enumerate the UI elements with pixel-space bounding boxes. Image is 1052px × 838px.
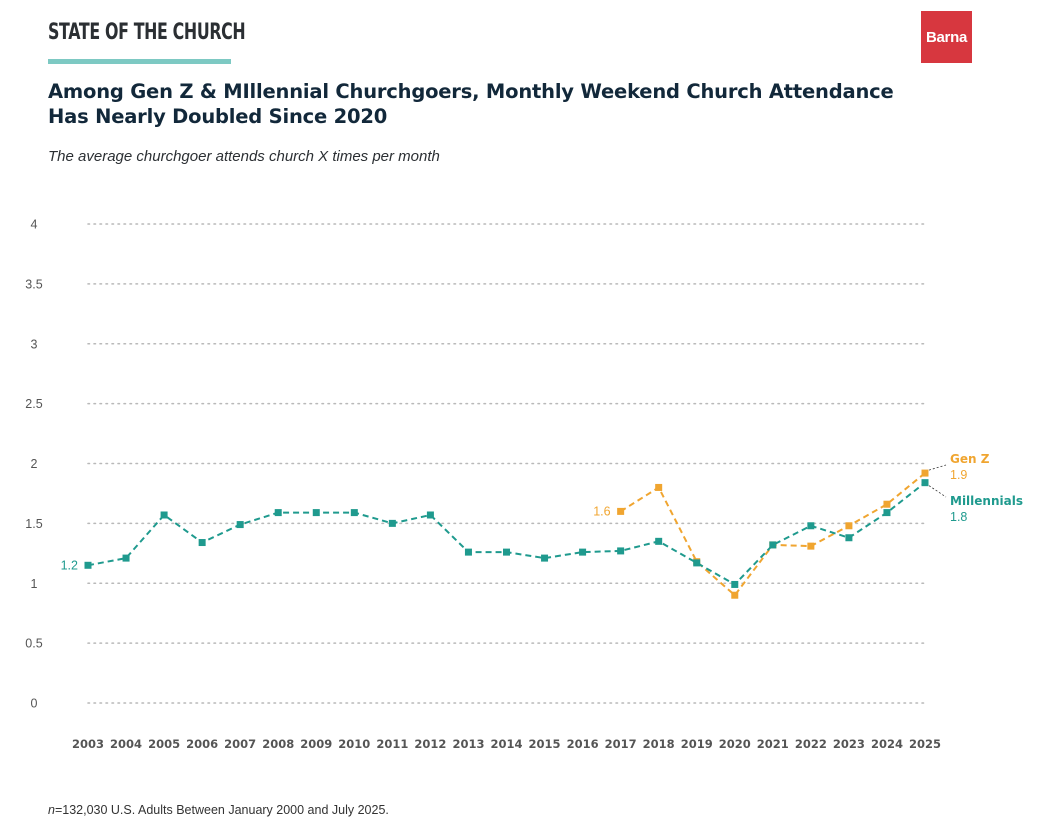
x-tick-label: 2018	[643, 737, 675, 751]
millennials-data-point	[807, 522, 815, 530]
footnote-n: n	[48, 803, 55, 817]
x-tick-label: 2016	[567, 737, 599, 751]
y-tick-label: 4	[31, 218, 38, 232]
y-tick-label: 2	[31, 457, 38, 471]
millennials-data-point	[503, 548, 510, 556]
gen-z-series-line	[620, 472, 926, 597]
x-tick-label: 2008	[262, 737, 294, 751]
x-tick-label: 2014	[490, 737, 522, 751]
genz-legend-name: Gen Z	[950, 452, 990, 466]
millennials-data-point	[236, 521, 244, 529]
x-tick-label: 2020	[719, 737, 751, 751]
millennials-leader-line	[928, 485, 947, 498]
x-tick-label: 2003	[72, 737, 104, 751]
x-tick-label: 2010	[338, 737, 370, 751]
headline-line-2: Has Nearly Doubled Since 2020	[48, 105, 388, 128]
x-tick-label: 2015	[529, 737, 561, 751]
millennials-data-point	[160, 511, 168, 519]
millennials-data-point	[312, 509, 320, 517]
millennials-data-point	[579, 548, 587, 556]
x-tick-label: 2011	[376, 737, 408, 751]
gen-z-data-point	[921, 469, 929, 477]
x-tick-label: 2021	[757, 737, 789, 751]
millennials-start-label: 1.2	[61, 558, 78, 572]
chart-subtitle: The average churchgoer attends church X …	[48, 148, 440, 165]
x-tick-label: 2012	[414, 737, 446, 751]
y-tick-label: 1.5	[25, 517, 42, 531]
x-tick-label: 2025	[909, 737, 941, 751]
gen-z-data-point	[655, 483, 663, 491]
x-tick-label: 2004	[110, 737, 142, 751]
x-tick-label: 2013	[452, 737, 484, 751]
x-tick-label: 2022	[795, 737, 827, 751]
barna-logo: Barna	[921, 11, 972, 63]
brand-title: STATE OF THE CHURCH	[48, 20, 246, 45]
millennials-data-point	[198, 539, 206, 547]
millennials-data-point	[464, 548, 472, 556]
y-tick-label: 2.5	[25, 397, 42, 411]
millennials-data-point	[274, 509, 282, 517]
x-tick-label: 2023	[833, 737, 865, 751]
genz-leader-line	[928, 464, 947, 471]
millennials-end-value: 1.8	[950, 510, 967, 524]
millennials-data-point	[617, 547, 625, 555]
millennials-series-line	[87, 481, 926, 586]
millennials-data-point	[883, 509, 891, 517]
y-tick-label: 0.5	[25, 637, 42, 651]
footnote: n=132,030 U.S. Adults Between January 20…	[48, 803, 389, 817]
millennials-data-point	[845, 534, 853, 542]
millennials-data-point	[693, 559, 701, 567]
millennials-data-point	[921, 479, 929, 487]
y-tick-label: 3	[31, 337, 38, 351]
x-tick-label: 2007	[224, 737, 256, 751]
gen-z-data-point	[845, 522, 853, 530]
millennials-legend-name: Millennials	[950, 494, 1023, 508]
millennials-data-point	[731, 580, 739, 588]
gen-z-data-point	[731, 591, 739, 599]
genz-start-label: 1.6	[593, 504, 610, 518]
millennials-data-point	[769, 541, 777, 549]
gen-z-data-point	[617, 507, 625, 515]
millennials-data-point	[655, 537, 663, 545]
millennials-data-point	[122, 554, 130, 562]
y-tick-label: 3.5	[25, 277, 42, 291]
chart-headline: Among Gen Z & MIllennial Churchgoers, Mo…	[48, 79, 908, 129]
brand-rule	[48, 59, 231, 64]
headline-line-1: Among Gen Z & MIllennial Churchgoers, Mo…	[48, 80, 894, 103]
x-tick-label: 2009	[300, 737, 332, 751]
x-tick-label: 2017	[605, 737, 637, 751]
x-tick-label: 2005	[148, 737, 180, 751]
millennials-data-point	[350, 509, 358, 517]
y-tick-label: 0	[31, 697, 38, 711]
x-tick-label: 2006	[186, 737, 218, 751]
footnote-text: =132,030 U.S. Adults Between January 200…	[54, 803, 389, 817]
millennials-data-point	[541, 554, 549, 562]
gen-z-data-point	[883, 500, 891, 508]
x-tick-label: 2019	[681, 737, 713, 751]
gen-z-data-point	[807, 542, 815, 550]
x-tick-label: 2024	[871, 737, 903, 751]
millennials-data-point	[388, 519, 396, 527]
genz-end-value: 1.9	[950, 468, 967, 482]
y-tick-label: 1	[31, 577, 38, 591]
millennials-data-point	[84, 561, 92, 569]
millennials-data-point	[426, 511, 434, 519]
